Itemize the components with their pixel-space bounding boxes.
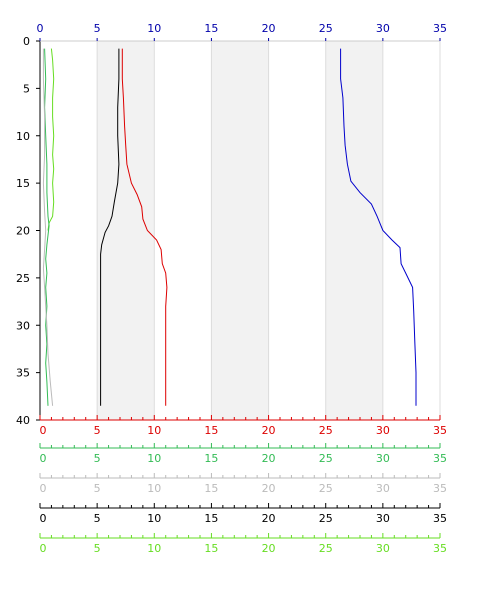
top-tick-label-2: 10 <box>147 22 161 35</box>
bottom-axis-1-tick-label-6: 30 <box>376 452 390 465</box>
bottom-axis-1-tick-label-3: 15 <box>204 452 218 465</box>
bottom-axis-3-tick-label-3: 15 <box>204 512 218 525</box>
bottom-axis-1-tick-label-4: 20 <box>262 452 276 465</box>
bottom-axis-3-tick-label-5: 25 <box>319 512 333 525</box>
bottom-axis-2-tick-label-4: 20 <box>262 482 276 495</box>
bottom-axis-0-tick-label-5: 25 <box>319 424 333 437</box>
y-tick-label-7: 35 <box>16 367 30 380</box>
y-tick-label-2: 10 <box>16 130 30 143</box>
bottom-axis-1-tick-label-2: 10 <box>147 452 161 465</box>
y-tick-label-5: 25 <box>16 272 30 285</box>
shaded-band-1 <box>211 41 269 420</box>
bottom-axis-2-tick-label-2: 10 <box>147 482 161 495</box>
y-tick-label-4: 20 <box>16 225 30 238</box>
bottom-axis-4-tick-label-2: 10 <box>147 542 161 555</box>
shaded-bands <box>97 41 383 420</box>
top-tick-label-1: 5 <box>94 22 101 35</box>
bottom-axis-2-tick-label-3: 15 <box>204 482 218 495</box>
axes-layer: 0 5 10 15 20 25 30 35 40 0 5 10 15 20 25 30 35 0 5 10 15 20 25… <box>16 22 447 555</box>
bottom-axis-3-tick-label-6: 30 <box>376 512 390 525</box>
bottom-axis-0-tick-label-7: 35 <box>433 424 447 437</box>
shaded-band-2 <box>325 41 383 420</box>
y-tick-label-0: 0 <box>23 35 30 48</box>
top-tick-label-7: 35 <box>433 22 447 35</box>
series-line-5 <box>42 48 54 406</box>
series-line-0 <box>340 48 417 406</box>
series-line-1 <box>121 48 168 406</box>
bottom-axis-1-tick-label-7: 35 <box>433 452 447 465</box>
bottom-axis-2-tick-label-5: 25 <box>319 482 333 495</box>
bottom-axis-2-tick-label-1: 5 <box>94 482 101 495</box>
bottom-axis-0-tick-label-6: 30 <box>376 424 390 437</box>
bottom-axis-3-tick-label-4: 20 <box>262 512 276 525</box>
top-tick-label-5: 25 <box>319 22 333 35</box>
top-tick-label-6: 30 <box>376 22 390 35</box>
y-tick-label-3: 15 <box>16 177 30 190</box>
top-tick-label-3: 15 <box>204 22 218 35</box>
bottom-axis-2-tick-label-6: 30 <box>376 482 390 495</box>
bottom-axis-4-tick-label-0: 0 <box>40 542 47 555</box>
bottom-axis-3-tick-label-7: 35 <box>433 512 447 525</box>
y-tick-label-1: 5 <box>23 82 30 95</box>
series-line-4 <box>44 48 50 406</box>
bottom-axis-2-tick-label-0: 0 <box>40 482 47 495</box>
y-tick-label-6: 30 <box>16 319 30 332</box>
series-line-3 <box>47 48 55 231</box>
bottom-axis-0-tick-label-1: 5 <box>94 424 101 437</box>
bottom-axis-4-tick-label-4: 20 <box>262 542 276 555</box>
bottom-axis-1-tick-label-5: 25 <box>319 452 333 465</box>
series-line-2 <box>100 48 120 406</box>
bottom-axis-0-tick-label-0: 0 <box>40 424 47 437</box>
top-tick-label-0: 0 <box>37 22 44 35</box>
bottom-axis-4-tick-label-6: 30 <box>376 542 390 555</box>
bottom-axis-4-tick-label-1: 5 <box>94 542 101 555</box>
bottom-axis-0-tick-label-4: 20 <box>262 424 276 437</box>
bottom-axis-1-tick-label-1: 5 <box>94 452 101 465</box>
bottom-axis-0-tick-label-3: 15 <box>204 424 218 437</box>
bottom-axis-4-tick-label-3: 15 <box>204 542 218 555</box>
top-tick-label-4: 20 <box>262 22 276 35</box>
bottom-axis-3-tick-label-1: 5 <box>94 512 101 525</box>
bottom-axis-2-tick-label-7: 35 <box>433 482 447 495</box>
series-layer <box>42 48 417 406</box>
y-tick-label-8: 40 <box>16 414 30 427</box>
bottom-axis-3-tick-label-2: 10 <box>147 512 161 525</box>
bottom-axis-1-tick-label-0: 0 <box>40 452 47 465</box>
bottom-axis-0-tick-label-2: 10 <box>147 424 161 437</box>
bottom-axis-3-tick-label-0: 0 <box>40 512 47 525</box>
bottom-axis-4-tick-label-7: 35 <box>433 542 447 555</box>
bottom-axis-4-tick-label-5: 25 <box>319 542 333 555</box>
